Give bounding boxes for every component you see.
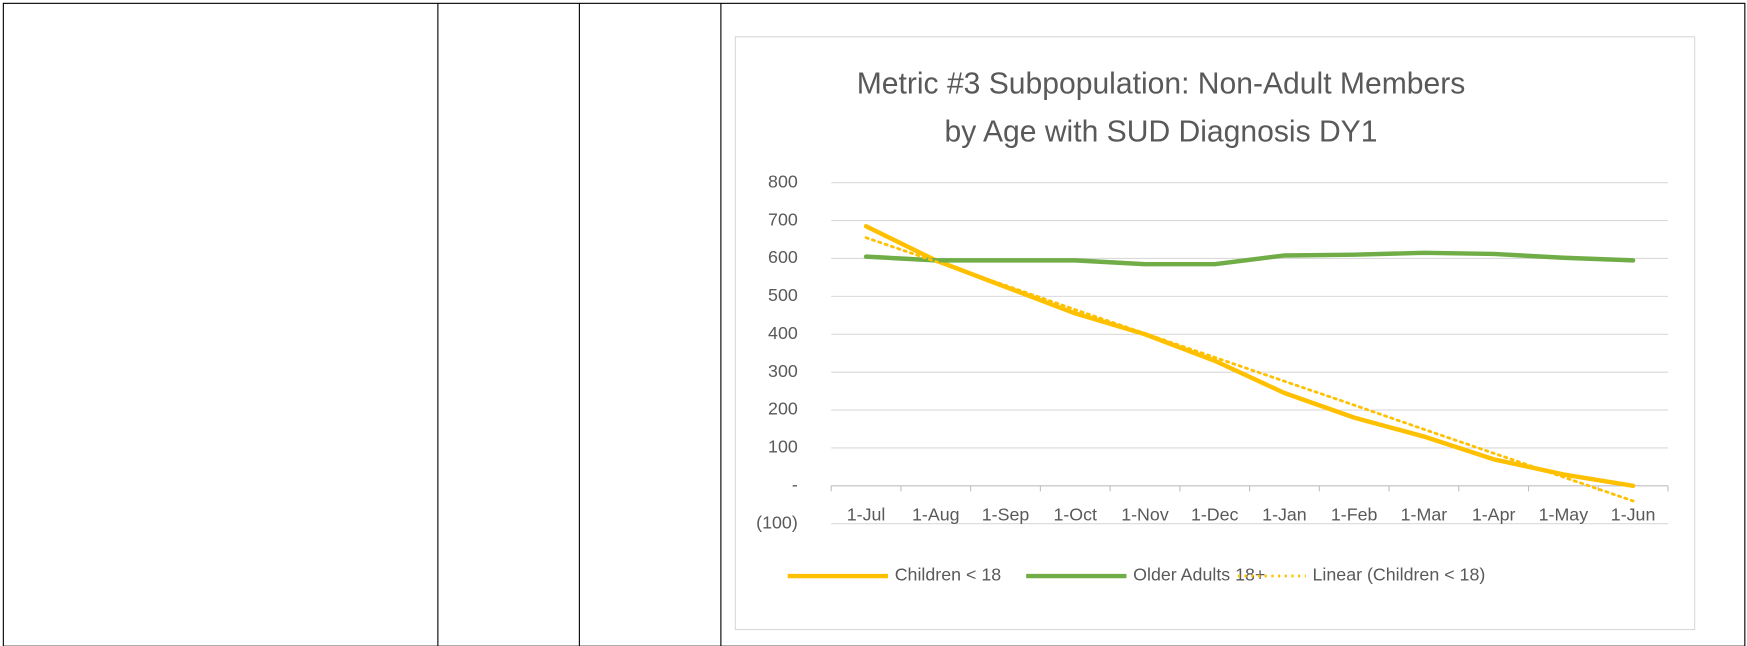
series-line [864, 236, 1635, 503]
legend-label: Older Adults 18+ [1133, 565, 1265, 585]
x-tick-label: 1-Nov [1121, 505, 1169, 525]
x-tick-label: 1-Aug [912, 505, 960, 525]
y-tick-label: 700 [768, 209, 798, 229]
x-tick-label: 1-Jul [847, 505, 886, 525]
x-tick-label: 1-Feb [1331, 505, 1378, 525]
y-tick-label: 500 [768, 285, 798, 305]
y-tick-label: 400 [768, 323, 798, 343]
x-tick-label: 1-Sep [982, 505, 1030, 525]
y-tick-label: 100 [768, 437, 798, 457]
legend-label: Children < 18 [895, 565, 1002, 585]
y-tick-label: 800 [768, 171, 798, 191]
series-line [863, 250, 1636, 267]
x-tick-label: 1-May [1539, 505, 1589, 525]
y-tick-label: (100) [756, 512, 798, 532]
x-tick-label: 1-Dec [1191, 505, 1239, 525]
y-tick-label: - [792, 474, 798, 494]
legend-label: Linear (Children < 18) [1313, 565, 1486, 585]
y-tick-label: 200 [768, 399, 798, 419]
chart-title: by Age with SUD Diagnosis DY1 [944, 116, 1377, 149]
y-tick-label: 300 [768, 361, 798, 381]
x-tick-label: 1-Apr [1472, 505, 1516, 525]
x-tick-label: 1-Jan [1262, 505, 1307, 525]
chart-title: Metric #3 Subpopulation: Non-Adult Membe… [857, 68, 1466, 101]
x-tick-label: 1-Jun [1611, 505, 1656, 525]
x-tick-label: 1-Mar [1401, 505, 1448, 525]
y-tick-label: 600 [768, 247, 798, 267]
x-tick-label: 1-Oct [1053, 505, 1097, 525]
chart-area [734, 36, 1696, 631]
